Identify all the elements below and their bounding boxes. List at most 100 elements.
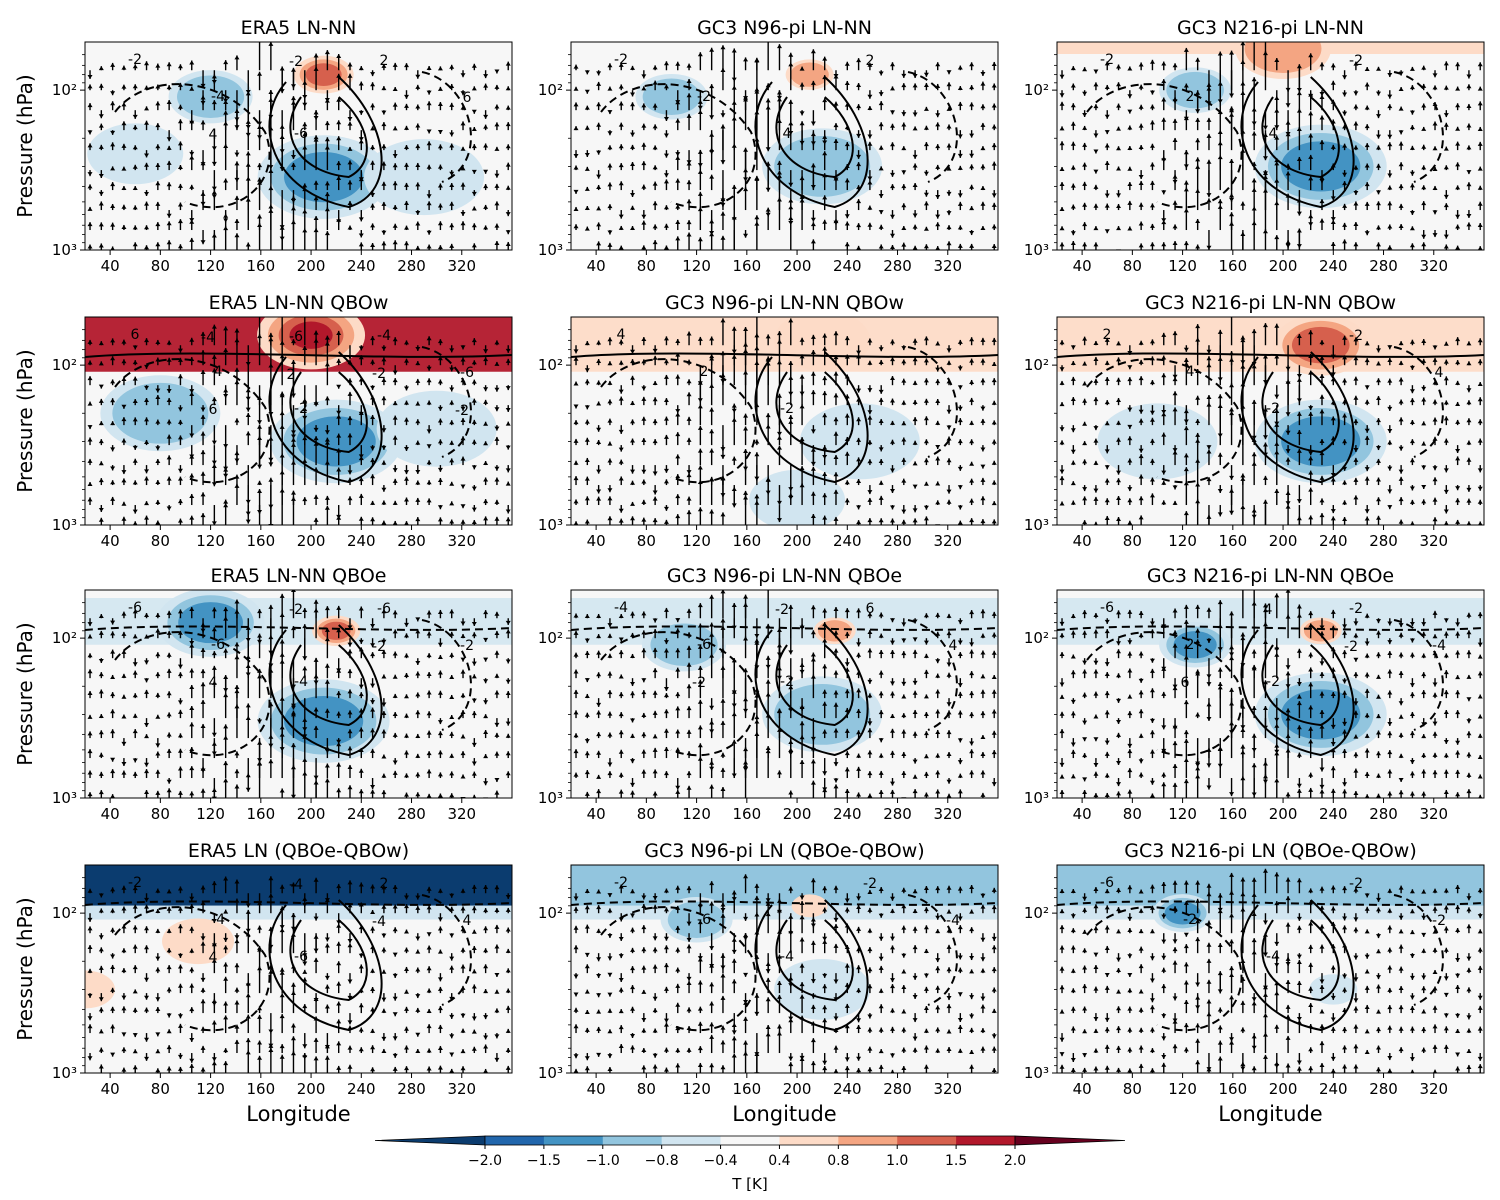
- wind-vector-arrowhead: [776, 500, 782, 505]
- wind-vector-arrowhead: [1070, 66, 1076, 71]
- wind-vector-arrowhead: [483, 143, 489, 148]
- wind-vector-arrowhead: [449, 143, 455, 148]
- wind-vector-arrowhead: [912, 83, 918, 88]
- wind-vector-arrowhead: [1308, 111, 1314, 116]
- wind-vector-arrowhead: [833, 101, 839, 106]
- wind-vector-arrowhead: [935, 222, 941, 227]
- wind-vector-arrowhead: [257, 125, 263, 130]
- wind-vector-arrowhead: [302, 345, 308, 350]
- wind-vector-arrowhead: [1285, 430, 1291, 435]
- wind-vector-arrowhead: [890, 420, 896, 425]
- wind-vector-arrowhead: [460, 73, 466, 78]
- wind-vector-arrowhead: [641, 469, 647, 474]
- wind-vector-arrowhead: [856, 478, 862, 483]
- wind-vector-arrowhead: [110, 421, 116, 426]
- wind-vector-arrowhead: [1149, 339, 1155, 344]
- wind-vector-arrowhead: [596, 241, 602, 246]
- wind-vector-arrowhead: [969, 439, 975, 444]
- wind-vector-arrowhead: [720, 160, 726, 165]
- wind-vector-arrowhead: [776, 44, 782, 49]
- wind-vector-arrowhead: [121, 204, 127, 209]
- wind-vector-arrowhead: [426, 201, 432, 206]
- wind-vector-arrowhead: [392, 415, 398, 420]
- wind-vector-arrowhead: [223, 98, 229, 103]
- wind-vector-arrowhead: [1206, 245, 1212, 250]
- wind-vector-arrowhead: [1477, 101, 1483, 106]
- wind-vector-arrowhead: [381, 445, 387, 450]
- wind-vector-arrowhead: [471, 223, 477, 228]
- wind-vector-arrowhead: [912, 399, 918, 404]
- wind-vector-arrowhead: [1455, 141, 1461, 146]
- wind-vector-arrowhead: [1387, 224, 1393, 229]
- wind-vector-arrowhead: [980, 477, 986, 482]
- wind-vector-arrowhead: [404, 125, 410, 130]
- wind-vector-arrowhead: [1138, 474, 1144, 479]
- wind-vector-arrowhead: [607, 110, 613, 115]
- wind-vector-arrowhead: [189, 454, 195, 459]
- wind-vector-arrowhead: [302, 95, 308, 100]
- wind-vector-arrowhead: [358, 242, 364, 247]
- wind-vector-arrowhead: [1308, 515, 1314, 520]
- wind-vector-arrowhead: [1183, 419, 1189, 424]
- wind-vector-arrowhead: [279, 236, 285, 241]
- wind-vector-arrowhead: [302, 183, 308, 188]
- wind-vector-arrowhead: [923, 142, 929, 147]
- wind-vector-arrowhead: [494, 146, 500, 151]
- wind-vector-arrowhead: [1421, 234, 1427, 239]
- wind-vector-arrowhead: [901, 203, 907, 208]
- wind-vector-arrowhead: [969, 85, 975, 90]
- wind-vector-arrowhead: [87, 425, 93, 430]
- wind-vector-arrowhead: [1387, 104, 1393, 109]
- wind-vector-arrowhead: [946, 225, 952, 230]
- contour-label: -2: [128, 52, 142, 68]
- wind-vector-arrowhead: [437, 467, 443, 472]
- wind-vector-arrowhead: [347, 121, 353, 126]
- wind-vector-arrowhead: [268, 332, 274, 337]
- wind-vector-arrowhead: [1421, 484, 1427, 489]
- wind-vector-arrowhead: [788, 220, 794, 225]
- wind-vector-arrowhead: [132, 242, 138, 247]
- wind-vector-arrowhead: [189, 151, 195, 156]
- wind-vector-arrowhead: [1116, 203, 1122, 208]
- wind-vector-arrowhead: [1070, 460, 1076, 465]
- wind-vector-arrowhead: [810, 163, 816, 168]
- x-tick-label: 120: [1168, 532, 1197, 550]
- wind-vector-arrowhead: [234, 125, 240, 130]
- wind-vector-arrowhead: [630, 359, 636, 364]
- wind-vector-arrowhead: [946, 409, 952, 414]
- wind-vector-arrowhead: [867, 497, 873, 502]
- wind-vector-arrowhead: [1398, 497, 1404, 502]
- wind-vector-arrowhead: [709, 174, 715, 179]
- wind-vector-arrowhead: [969, 461, 975, 466]
- wind-vector-arrowhead: [957, 385, 963, 390]
- wind-vector-arrowhead: [607, 63, 613, 68]
- wind-vector-arrowhead: [279, 225, 285, 230]
- wind-vector-arrowhead: [912, 126, 918, 131]
- wind-vector-arrowhead: [177, 82, 183, 87]
- wind-vector-arrowhead: [155, 388, 161, 393]
- wind-vector-arrowhead: [1421, 185, 1427, 190]
- wind-vector-arrowhead: [844, 178, 850, 183]
- wind-vector-arrowhead: [302, 497, 308, 502]
- wind-vector-arrowhead: [110, 91, 116, 96]
- wind-vector-arrowhead: [1070, 376, 1076, 381]
- wind-vector-arrowhead: [652, 355, 658, 360]
- wind-vector-arrowhead: [754, 221, 760, 226]
- wind-vector-arrowhead: [641, 184, 647, 189]
- wind-vector-arrowhead: [381, 460, 387, 465]
- wind-vector-arrowhead: [584, 496, 590, 501]
- wind-vector-arrowhead: [1172, 240, 1178, 245]
- wind-vector-arrowhead: [709, 230, 715, 235]
- wind-vector-arrowhead: [686, 160, 692, 165]
- wind-vector-arrowhead: [415, 245, 421, 250]
- wind-vector-arrowhead: [471, 439, 477, 444]
- wind-vector-arrowhead: [245, 125, 251, 130]
- y-tick-label: 10³: [52, 516, 77, 534]
- y-tick-label: 10²: [538, 81, 563, 99]
- wind-vector-arrowhead: [1387, 173, 1393, 178]
- wind-vector-arrowhead: [596, 150, 602, 155]
- wind-vector-arrowhead: [618, 101, 624, 106]
- wind-vector-arrowhead: [856, 154, 862, 159]
- wind-vector-arrowhead: [912, 338, 918, 343]
- wind-vector-arrowhead: [1059, 440, 1065, 445]
